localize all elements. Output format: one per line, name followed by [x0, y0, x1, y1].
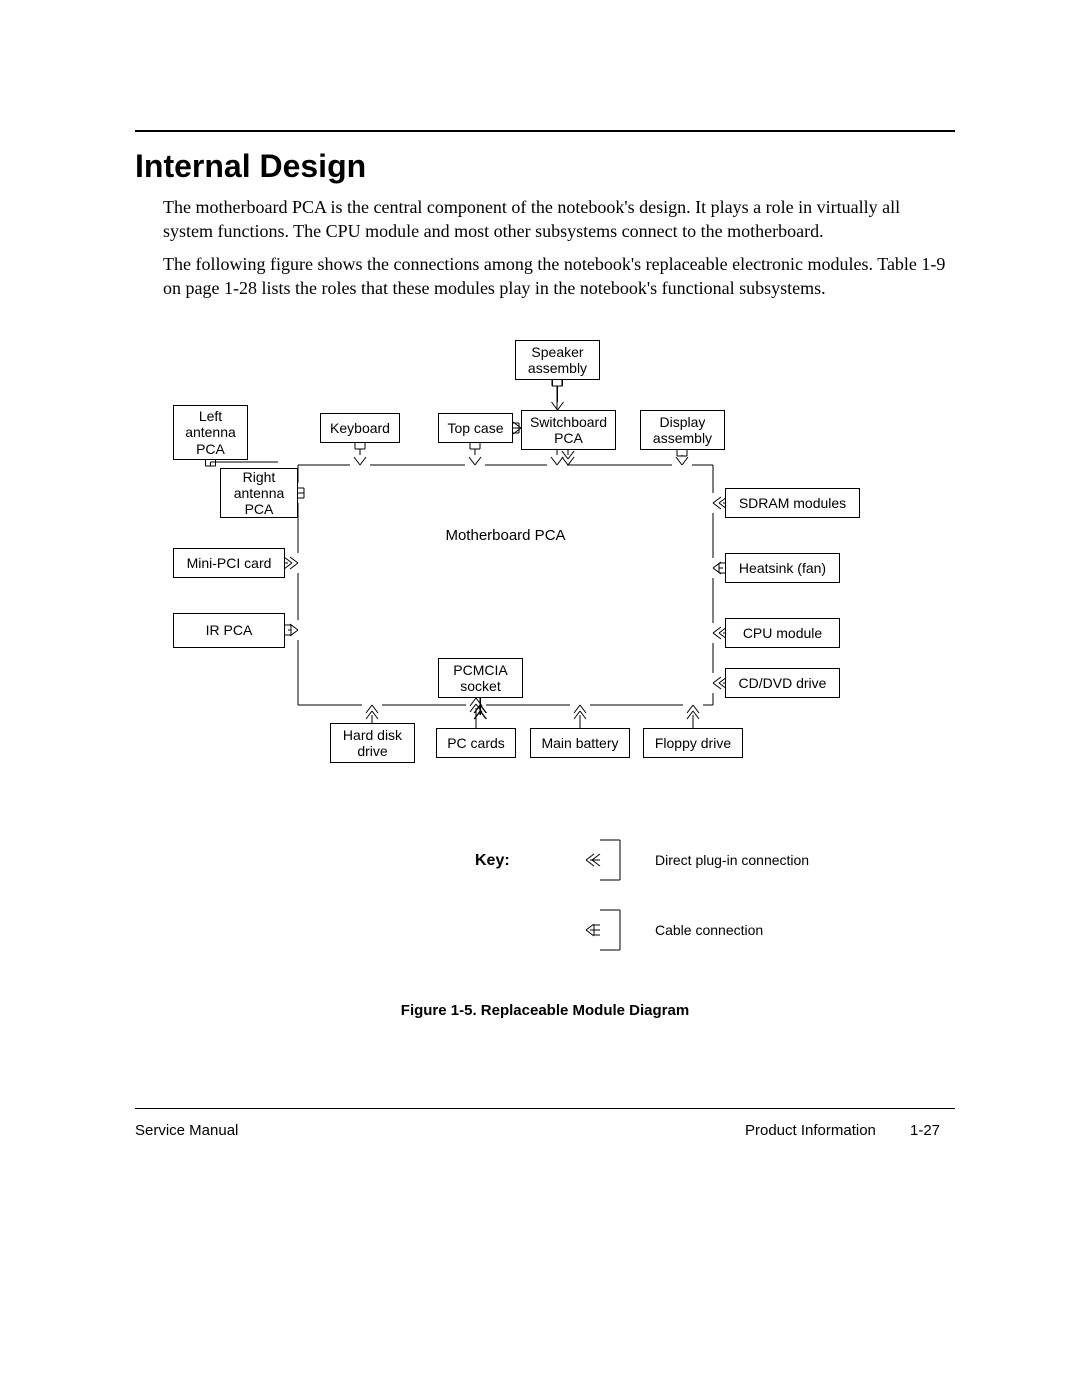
svg-text:Key:: Key:: [475, 852, 510, 869]
node-irpca: IR PCA: [173, 613, 285, 648]
node-sdram: SDRAM modules: [725, 488, 860, 518]
paragraph-2: The following figure shows the connectio…: [163, 252, 953, 301]
node-floppy: Floppy drive: [643, 728, 743, 758]
footer-page: 1-27: [910, 1122, 940, 1139]
node-left_ant: LeftantennaPCA: [173, 405, 248, 460]
node-minipci: Mini-PCI card: [173, 548, 285, 578]
footer-left: Service Manual: [135, 1122, 238, 1139]
node-pcmcia: PCMCIAsocket: [438, 658, 523, 698]
top-rule: [135, 130, 955, 132]
svg-text:Direct plug-in connection: Direct plug-in connection: [655, 852, 809, 868]
node-display: Displayassembly: [640, 410, 725, 450]
node-heatsink: Heatsink (fan): [725, 553, 840, 583]
node-topcase: Top case: [438, 413, 513, 443]
svg-text:Cable connection: Cable connection: [655, 922, 763, 938]
figure-caption: Figure 1-5. Replaceable Module Diagram: [135, 1002, 955, 1019]
footer-center: Product Information: [745, 1122, 876, 1139]
node-cddvd: CD/DVD drive: [725, 668, 840, 698]
node-right_ant: RightantennaPCA: [220, 468, 298, 518]
node-keyboard: Keyboard: [320, 413, 400, 443]
node-cpu: CPU module: [725, 618, 840, 648]
paragraph-1: The motherboard PCA is the central compo…: [163, 195, 953, 244]
node-switchboard: SwitchboardPCA: [521, 410, 616, 450]
section-heading: Internal Design: [135, 148, 366, 185]
module-diagram: Motherboard PCA Key: Direct plug-in connec…: [165, 330, 905, 1000]
page: Internal Design The motherboard PCA is t…: [0, 0, 1080, 1397]
node-hdd: Hard diskdrive: [330, 723, 415, 763]
node-pccards: PC cards: [436, 728, 516, 758]
node-mainbatt: Main battery: [530, 728, 630, 758]
svg-text:Motherboard PCA: Motherboard PCA: [445, 527, 565, 544]
node-speaker: Speakerassembly: [515, 340, 600, 380]
bottom-rule: [135, 1108, 955, 1109]
